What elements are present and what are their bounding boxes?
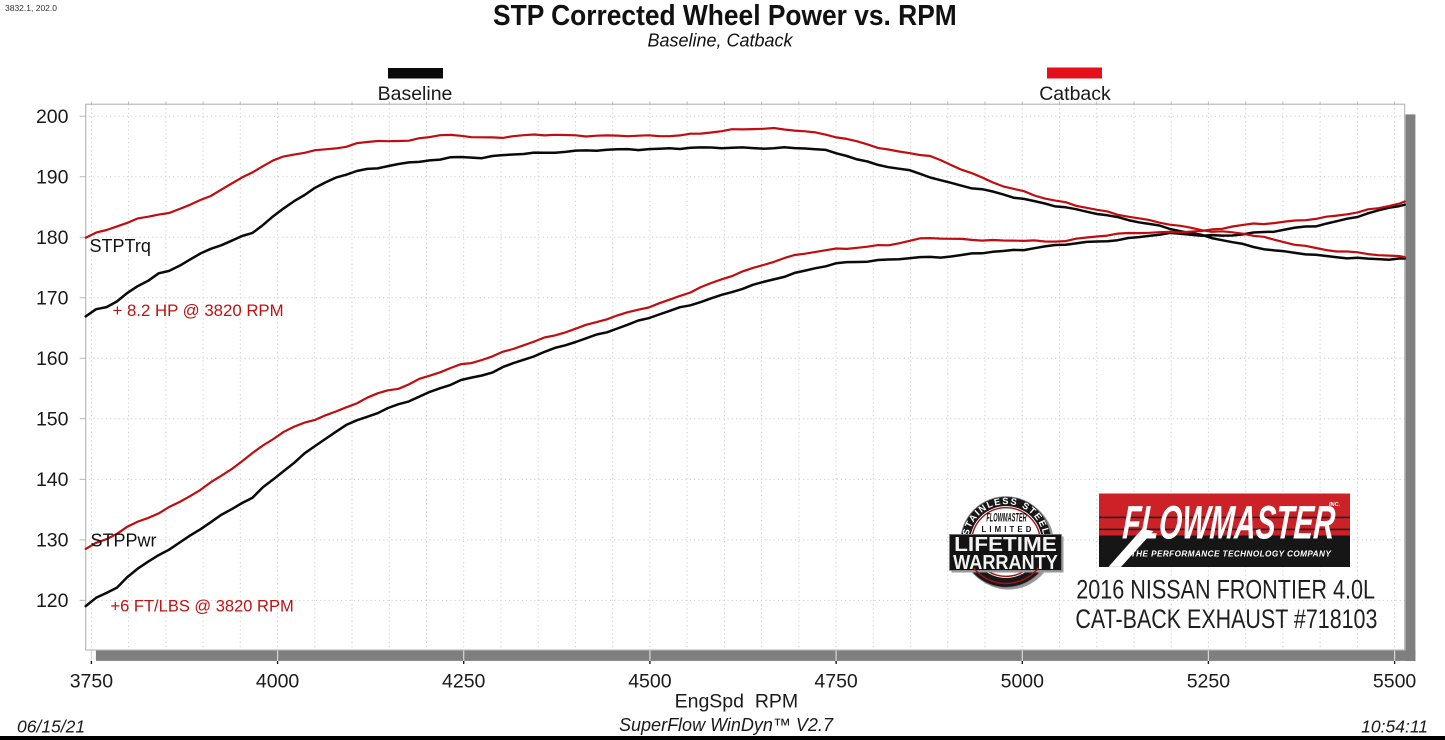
svg-text:INC.: INC. — [1329, 502, 1340, 508]
svg-text:4500: 4500 — [628, 671, 672, 693]
svg-text:4000: 4000 — [256, 671, 300, 693]
svg-text:SuperFlow WinDyn™ V2.7: SuperFlow WinDyn™ V2.7 — [619, 715, 834, 735]
svg-text:10:54:11: 10:54:11 — [1361, 717, 1428, 737]
svg-text:Baseline, Catback: Baseline, Catback — [647, 31, 793, 51]
svg-text:Baseline: Baseline — [378, 83, 453, 105]
svg-text:FLOWMASTER: FLOWMASTER — [986, 511, 1027, 524]
svg-text:+ 8.2 HP @ 3820 RPM: + 8.2 HP @ 3820 RPM — [113, 301, 284, 320]
svg-text:4750: 4750 — [814, 671, 858, 693]
svg-text:FLOWMASTER: FLOWMASTER — [1121, 497, 1337, 550]
svg-text:06/15/21: 06/15/21 — [17, 717, 85, 737]
svg-text:150: 150 — [36, 409, 69, 431]
svg-text:3832.1, 202.0: 3832.1, 202.0 — [5, 3, 57, 13]
svg-text:STPTrq: STPTrq — [90, 236, 151, 256]
svg-text:STP Corrected Wheel Power vs.: STP Corrected Wheel Power vs. RPM — [493, 0, 957, 31]
svg-text:LIFETIME: LIFETIME — [954, 533, 1057, 556]
svg-text:4250: 4250 — [442, 671, 486, 693]
svg-text:180: 180 — [36, 227, 69, 249]
svg-text:STPPwr: STPPwr — [91, 531, 157, 551]
svg-text:THE PERFORMANCE TECHNOLOGY COM: THE PERFORMANCE TECHNOLOGY COMPANY — [1131, 550, 1333, 559]
svg-text:WARRANTY: WARRANTY — [953, 551, 1058, 574]
svg-text:5500: 5500 — [1373, 671, 1417, 693]
svg-text:Catback: Catback — [1039, 83, 1111, 105]
svg-text:200: 200 — [36, 106, 69, 128]
svg-text:EngSpd RPM: EngSpd RPM — [675, 691, 799, 713]
svg-text:5250: 5250 — [1187, 671, 1231, 693]
svg-text:190: 190 — [36, 167, 69, 189]
svg-text:160: 160 — [36, 348, 69, 370]
svg-text:2016 NISSAN FRONTIER 4.0L: 2016 NISSAN FRONTIER 4.0L — [1076, 576, 1375, 606]
svg-text:3750: 3750 — [70, 671, 114, 693]
svg-text:120: 120 — [36, 590, 69, 612]
svg-text:5000: 5000 — [1001, 671, 1045, 693]
svg-text:+6 FT/LBS @ 3820 RPM: +6 FT/LBS @ 3820 RPM — [111, 598, 294, 616]
svg-text:170: 170 — [36, 288, 69, 310]
svg-text:140: 140 — [36, 469, 69, 491]
svg-text:CAT-BACK EXHAUST #718103: CAT-BACK EXHAUST #718103 — [1075, 605, 1377, 635]
svg-text:LIMITED: LIMITED — [982, 525, 1035, 534]
svg-text:130: 130 — [36, 530, 69, 552]
